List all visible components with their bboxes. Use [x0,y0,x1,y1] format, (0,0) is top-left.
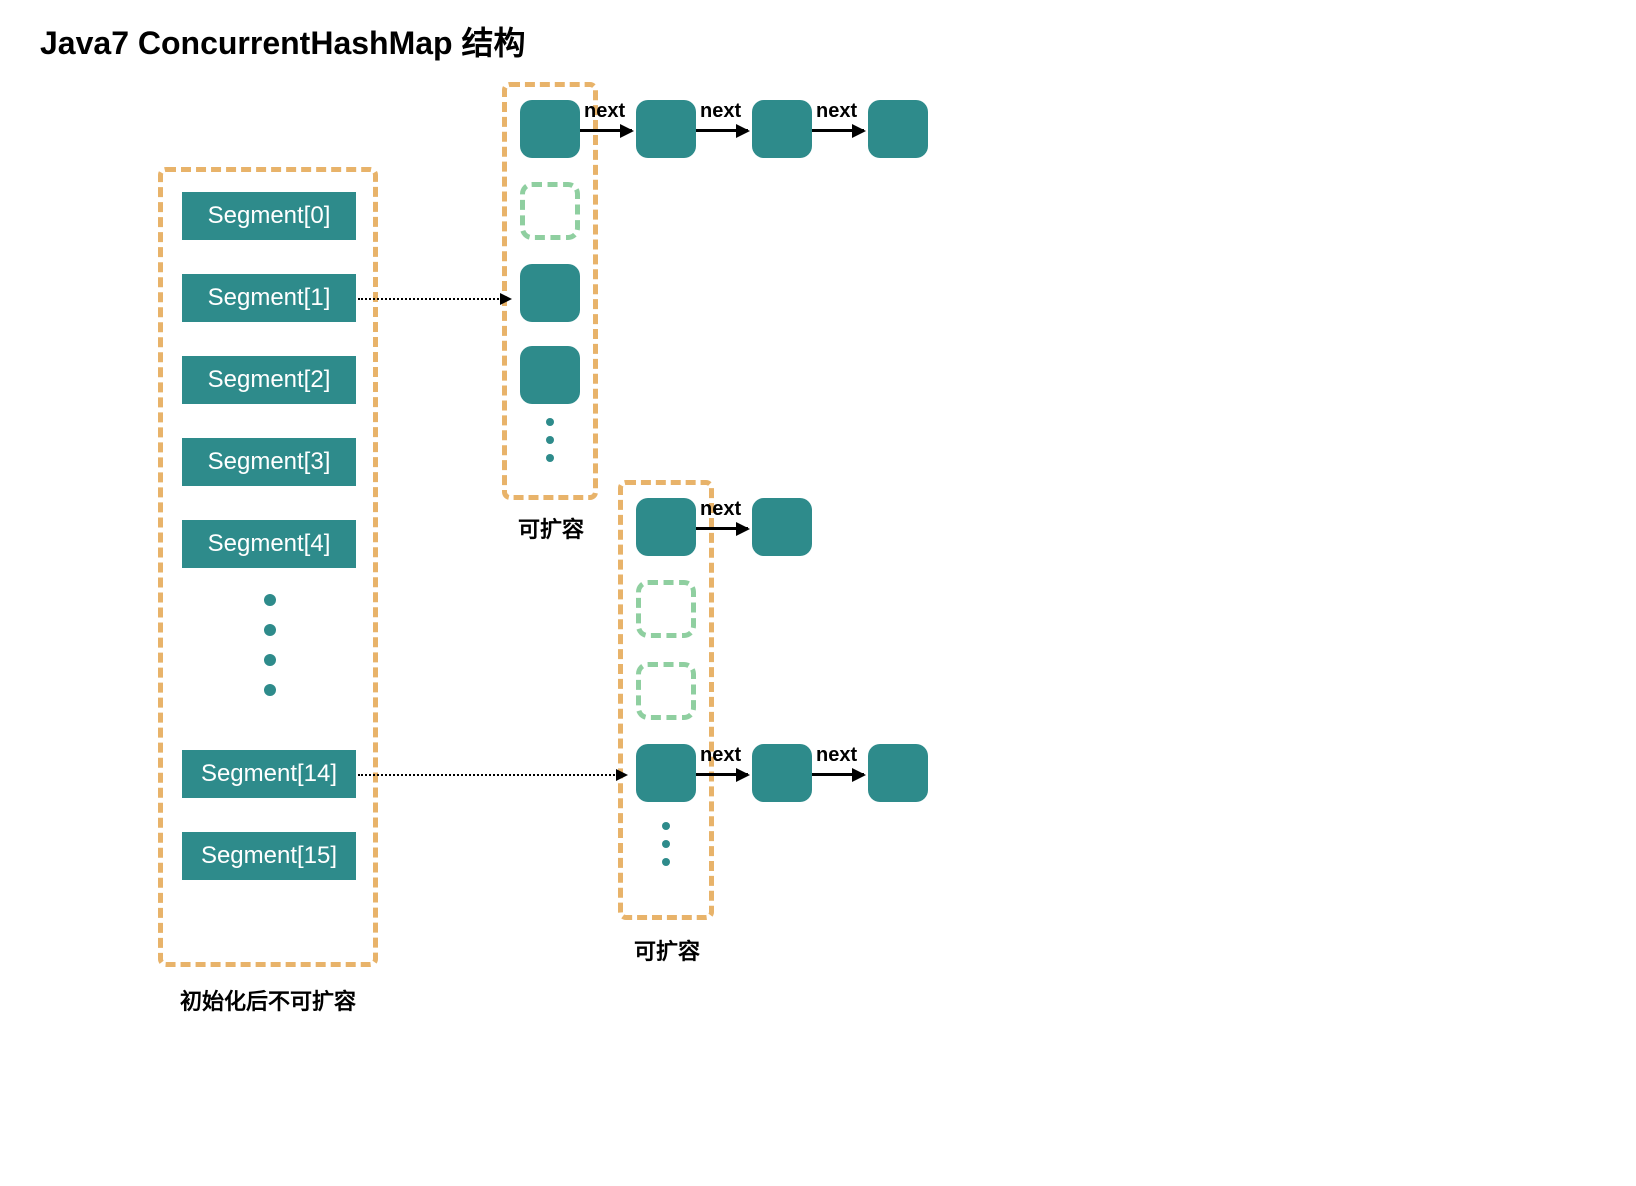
next-label: next [816,744,857,767]
segment-box: Segment[2] [182,356,356,404]
bucket2-caption: 可扩容 [634,934,700,966]
entry-node [636,100,696,158]
next-arrow [696,129,748,132]
segment-pointer-arrow [358,774,626,776]
entry-node [636,744,696,802]
entry-node [752,744,812,802]
segment-box: Segment[3] [182,438,356,486]
ellipsis-dots [662,822,670,866]
segment-caption: 初始化后不可扩容 [180,984,356,1016]
bucket1-caption: 可扩容 [518,512,584,544]
entry-node [752,498,812,556]
next-arrow [812,129,864,132]
diagram-title: Java7 ConcurrentHashMap 结构 [40,18,525,64]
entry-node [520,264,580,322]
ellipsis-dots [546,418,554,462]
next-arrow [696,527,748,530]
next-arrow [580,129,632,132]
empty-slot-node [636,662,696,720]
segment-box: Segment[1] [182,274,356,322]
next-arrow [696,773,748,776]
next-label: next [700,100,741,123]
entry-node [520,346,580,404]
segment-box: Segment[0] [182,192,356,240]
entry-node [868,744,928,802]
segment-box: Segment[15] [182,832,356,880]
next-label: next [816,100,857,123]
empty-slot-node [636,580,696,638]
segment-box: Segment[14] [182,750,356,798]
segment-pointer-arrow [358,298,510,300]
next-arrow [812,773,864,776]
next-label: next [700,498,741,521]
entry-node [752,100,812,158]
entry-node [636,498,696,556]
empty-slot-node [520,182,580,240]
segment-box: Segment[4] [182,520,356,568]
entry-node [520,100,580,158]
ellipsis-dots [264,594,276,696]
next-label: next [700,744,741,767]
entry-node [868,100,928,158]
next-label: next [584,100,625,123]
